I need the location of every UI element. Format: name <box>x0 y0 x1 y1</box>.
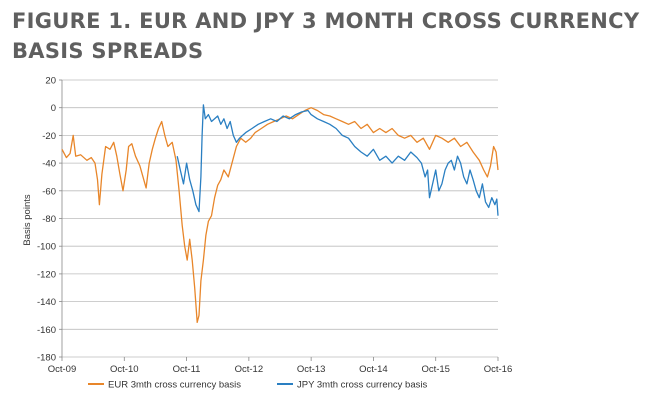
y-tick-label: 0 <box>51 103 56 114</box>
y-tick-label: -160 <box>37 325 56 336</box>
eur-series-line <box>61 107 499 324</box>
axes: 20 0 -20 -40 -60 -80 -100 -120 -140 -160 -180Oct-0… <box>37 76 512 376</box>
y-tick-label: -180 <box>37 353 56 364</box>
x-tick-label: Oct-16 <box>484 364 513 375</box>
y-tick-label: -80 <box>42 214 56 225</box>
y-tick-label: -100 <box>37 242 56 253</box>
legend-label-jpy: JPY 3mth cross currency basis <box>297 380 427 391</box>
x-tick-label: Oct-15 <box>421 364 450 375</box>
series-lines <box>61 104 499 324</box>
jpy-series-line <box>176 104 499 216</box>
legend: EUR 3mth cross currency basis JPY 3mth cr… <box>88 380 427 391</box>
y-tick-label: 20 <box>45 76 56 87</box>
x-tick-label: Oct-13 <box>297 364 326 375</box>
legend-label-eur: EUR 3mth cross currency basis <box>108 380 241 391</box>
y-axis-label: Basis points <box>22 194 33 245</box>
y-tick-label: -140 <box>37 297 56 308</box>
y-tick-label: -20 <box>42 131 56 142</box>
y-tick-label: -40 <box>42 159 56 170</box>
y-tick-label: -120 <box>37 269 56 280</box>
chart-title-line-2: BASIS SPREADS <box>12 39 204 63</box>
x-tick-label: Oct-10 <box>110 364 139 375</box>
x-tick-label: Oct-12 <box>235 364 264 375</box>
y-tick-label: -60 <box>42 186 56 197</box>
chart-title: FIGURE 1. EUR AND JPY 3 MONTH CROSS CURR… <box>12 6 642 66</box>
x-tick-label: Oct-11 <box>173 364 201 375</box>
x-tick-label: Oct-14 <box>359 364 388 375</box>
x-tick-label: Oct-09 <box>48 364 77 375</box>
chart-title-line-1: FIGURE 1. EUR AND JPY 3 MONTH CROSS CURR… <box>12 9 640 33</box>
grid-lines <box>62 79 498 358</box>
